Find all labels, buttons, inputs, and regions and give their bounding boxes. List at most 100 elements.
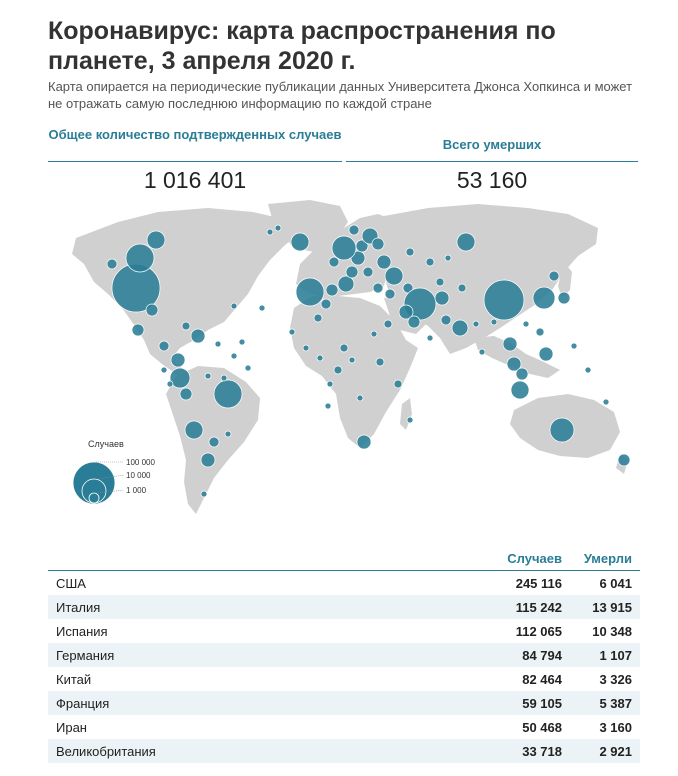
case-bubble (333, 365, 343, 375)
case-bubble (515, 367, 529, 381)
land-madagascar (400, 398, 412, 430)
case-bubble (170, 352, 186, 368)
cases-table: Случаев Умерли США 245 116 6 041 Италия 115 … (48, 548, 640, 763)
case-bubble (456, 232, 476, 252)
case-bubble (181, 321, 191, 331)
deaths-cell: 1 107 (599, 648, 632, 663)
case-bubble (376, 254, 392, 270)
case-bubble (213, 379, 243, 409)
case-bubble (200, 490, 208, 498)
case-bubble (444, 254, 452, 262)
case-bubble (146, 230, 166, 250)
case-bubble (557, 291, 571, 305)
case-bubble (472, 320, 480, 328)
case-bubble (548, 270, 560, 282)
case-bubble (362, 266, 374, 278)
country-cell: Великобритания (56, 744, 156, 759)
table-body: США 245 116 6 041 Италия 115 242 13 915 Испани… (48, 571, 640, 763)
world-map: Случаев 100 000 10 000 1 000 (72, 200, 631, 514)
case-bubble (375, 357, 385, 367)
case-bubble (483, 279, 525, 321)
case-bubble (326, 380, 334, 388)
case-bubble (371, 237, 385, 251)
case-bubble (345, 265, 359, 279)
country-cell: Иран (56, 720, 87, 735)
confirmed-rule (48, 161, 342, 162)
case-bubble (230, 302, 238, 310)
case-bubble (407, 315, 421, 329)
case-bubble (538, 346, 554, 362)
table-row: Китай 82 464 3 326 (48, 667, 640, 691)
table-header: Случаев Умерли (48, 548, 640, 571)
case-bubble (406, 416, 414, 424)
deaths-cell: 6 041 (599, 576, 632, 591)
case-bubble (331, 235, 357, 261)
deaths-value: 53 160 (456, 167, 528, 193)
cases-cell: 33 718 (522, 744, 562, 759)
case-bubble (258, 304, 266, 312)
country-cell: Испания (56, 624, 108, 639)
case-bubble (131, 323, 145, 337)
land-japan (558, 262, 572, 298)
case-bubble (184, 420, 204, 440)
case-bubble (440, 314, 452, 326)
case-bubble (370, 330, 378, 338)
case-bubble (506, 356, 522, 372)
country-cell: Италия (56, 600, 101, 615)
case-bubble (393, 379, 403, 389)
case-bubble (405, 247, 415, 257)
case-bubble (320, 298, 332, 310)
case-bubble (290, 232, 310, 252)
land-india (432, 306, 468, 348)
case-bubble (356, 434, 372, 450)
cases-cell: 115 242 (515, 600, 562, 615)
table-row: Франция 59 105 5 387 (48, 691, 640, 715)
case-bubble (425, 257, 435, 267)
case-bubbles (106, 224, 631, 498)
case-bubble (288, 328, 296, 336)
case-bubble (384, 266, 404, 286)
case-bubble (398, 304, 414, 320)
case-bubble (106, 258, 118, 270)
case-bubble (274, 224, 282, 232)
case-bubble (457, 283, 467, 293)
case-bubble (214, 340, 222, 348)
case-bubble (238, 338, 246, 346)
case-bubble (339, 343, 349, 353)
cases-cell: 245 116 (515, 576, 562, 591)
case-bubble (328, 256, 340, 268)
legend-circle-100000 (72, 461, 116, 505)
case-bubble (510, 380, 530, 400)
case-bubble (324, 402, 332, 410)
land-southeast-asia (474, 336, 560, 378)
table-row: США 245 116 6 041 (48, 571, 640, 595)
case-bubble (125, 243, 155, 273)
legend-label-10000: 10 000 (126, 471, 151, 480)
land-north-america (72, 208, 298, 360)
case-bubble (190, 328, 206, 344)
deaths-label: Всего умерших (442, 137, 542, 152)
legend-label-1000: 1 000 (126, 486, 147, 495)
deaths-cell: 10 348 (592, 624, 632, 639)
deaths-cell: 13 915 (592, 600, 632, 615)
cases-cell: 59 105 (522, 696, 562, 711)
case-bubble (535, 327, 545, 337)
case-bubble (522, 320, 530, 328)
legend-circle-1000 (88, 492, 100, 504)
case-bubble (356, 394, 364, 402)
deaths-cell: 3 326 (599, 672, 632, 687)
confirmed-label: Общее количество подтвержденных случаев (48, 127, 342, 142)
case-bubble (266, 228, 274, 236)
header-deaths: Умерли (583, 551, 632, 566)
case-bubble (451, 319, 469, 337)
case-bubble (230, 352, 238, 360)
legend-line-1000 (97, 489, 125, 494)
case-bubble (208, 436, 220, 448)
table-row: Иран 50 468 3 160 (48, 715, 640, 739)
deaths-cell: 3 160 (599, 720, 632, 735)
map-legend: Случаев 100 000 10 000 1 000 (72, 439, 155, 505)
land-asia (378, 204, 598, 354)
case-bubble (302, 344, 310, 352)
case-bubble (313, 313, 323, 323)
cases-cell: 50 468 (522, 720, 562, 735)
